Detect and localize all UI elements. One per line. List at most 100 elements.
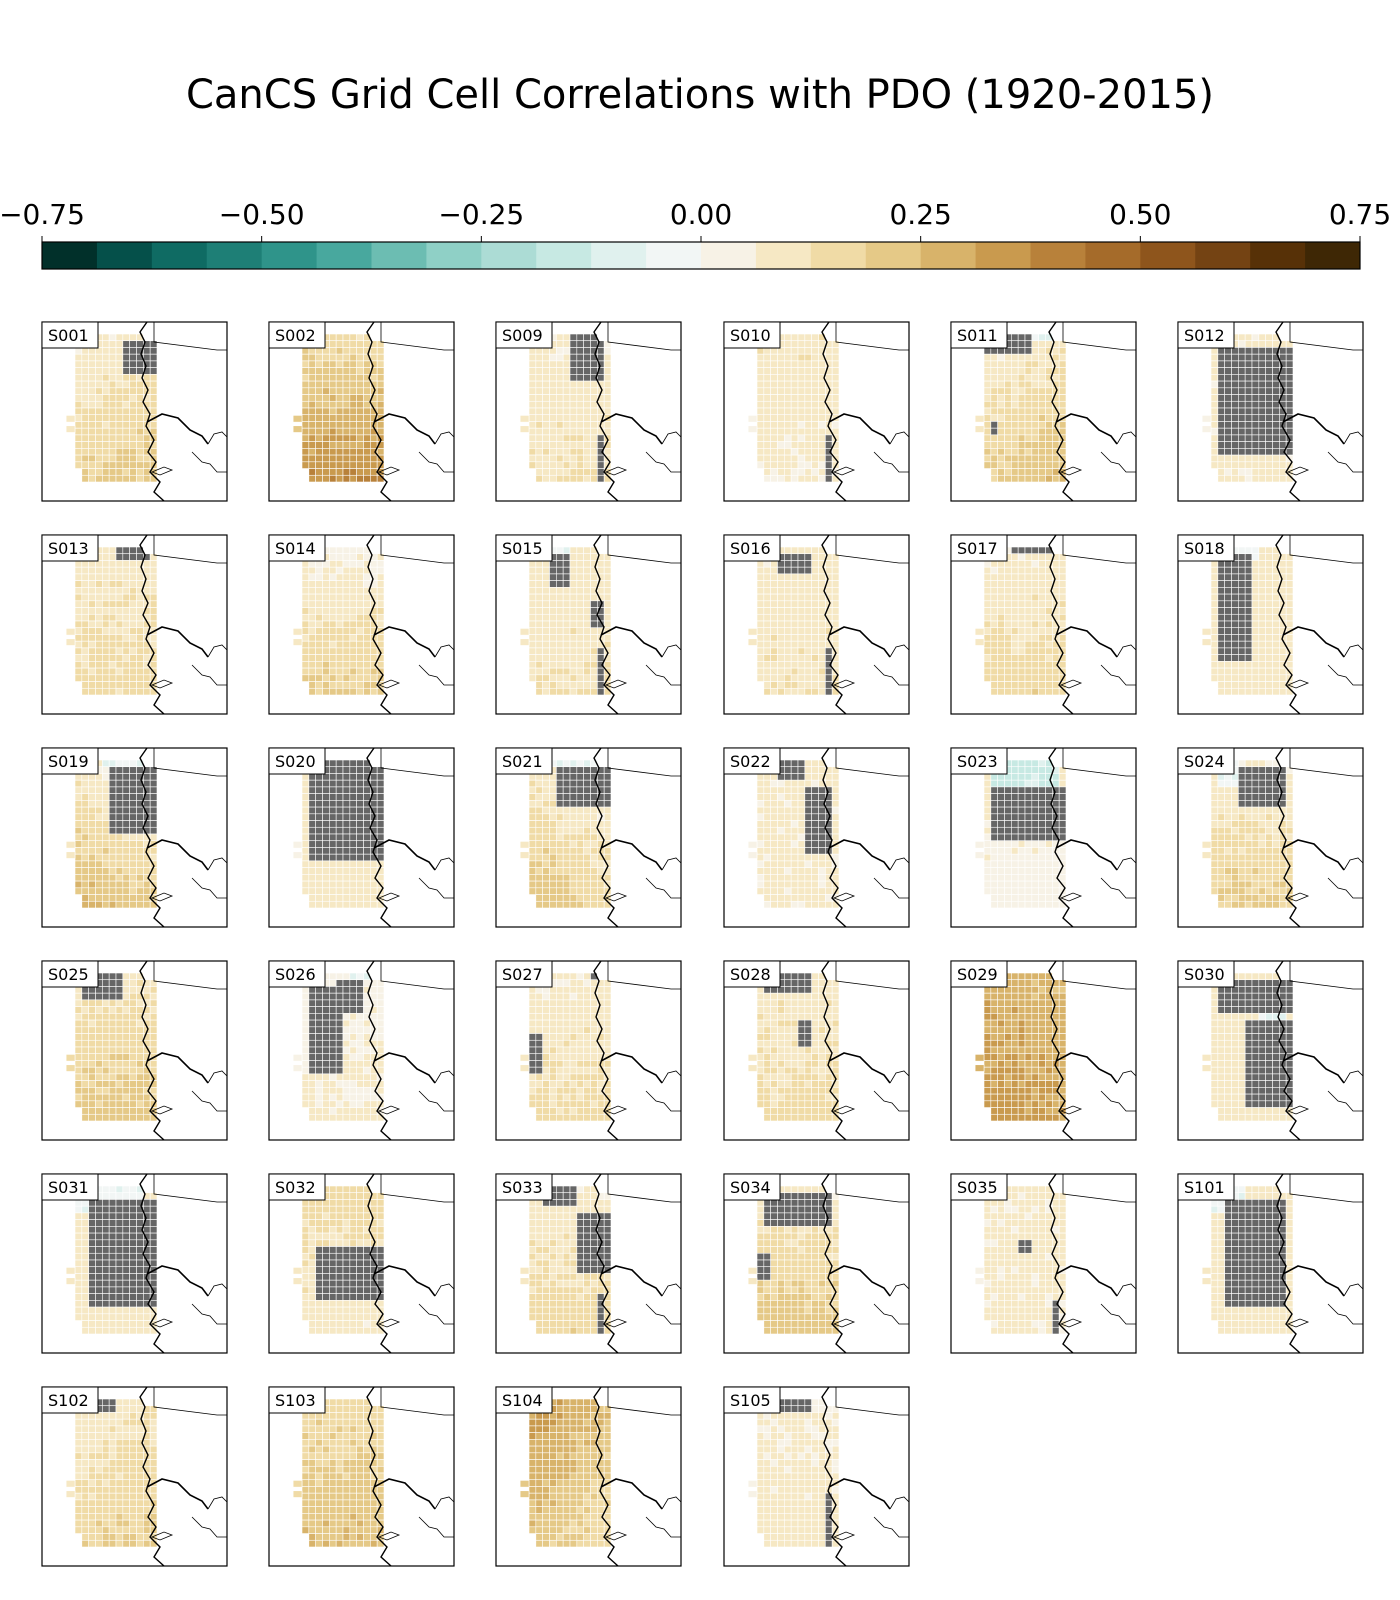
grid-cell <box>1265 468 1273 476</box>
grid-cell <box>376 353 385 362</box>
grid-cell <box>1210 387 1219 395</box>
island-outline <box>832 466 856 476</box>
grid-cell <box>542 380 550 389</box>
grid-cell <box>1238 593 1246 602</box>
grid-cell <box>322 414 330 422</box>
grid-cell <box>74 380 83 389</box>
grid-cell <box>129 640 137 649</box>
grid-cell <box>1052 353 1060 362</box>
grid-cell <box>562 627 571 635</box>
grid-cell <box>81 674 89 682</box>
grid-cell <box>1058 607 1067 615</box>
panel-frame <box>495 321 682 502</box>
grid-cell <box>756 587 765 595</box>
grid-cell <box>1017 448 1026 456</box>
grid-cell <box>983 407 992 416</box>
grid-cell <box>81 566 89 575</box>
grid-cell <box>102 687 110 696</box>
grid-cell <box>329 347 337 355</box>
grid-cell <box>1251 840 1260 848</box>
grid-cell <box>1244 800 1253 808</box>
grid-cell <box>335 407 344 416</box>
grid-cell <box>356 546 364 555</box>
grid-cell <box>763 874 771 882</box>
grid-cell <box>1224 654 1232 662</box>
grid-cell <box>315 414 323 422</box>
grid-cell <box>1217 813 1225 821</box>
grid-cell <box>329 380 337 389</box>
grid-cell <box>797 593 806 602</box>
grid-cell <box>1217 454 1225 463</box>
grid-cell <box>770 566 778 575</box>
grid-cell <box>825 667 833 676</box>
grid-cell <box>108 627 117 635</box>
grid-cell <box>569 454 578 463</box>
grid-cell <box>804 860 812 868</box>
grid-cell <box>370 860 378 868</box>
grid-cell <box>322 474 330 483</box>
grid-cell <box>576 360 584 368</box>
grid-cell <box>997 461 1005 469</box>
grid-cell <box>818 387 826 395</box>
grid-cell <box>1038 813 1046 821</box>
grid-cell <box>1258 374 1266 382</box>
grid-cell <box>804 407 812 416</box>
grid-cell <box>1217 427 1225 436</box>
grid-cell <box>1045 400 1053 409</box>
grid-cell <box>1017 880 1026 889</box>
grid-cell <box>784 461 792 469</box>
grid-cell <box>804 826 812 835</box>
grid-cell <box>356 407 364 416</box>
grid-cell <box>549 380 557 389</box>
grid-cell <box>95 847 103 855</box>
grid-cell <box>818 894 826 902</box>
grid-cell <box>1279 454 1287 463</box>
grid-cell <box>122 566 130 575</box>
grid-cell <box>1052 441 1060 449</box>
grid-cell <box>349 353 357 362</box>
grid-cell <box>583 674 591 682</box>
panel-s010: S010 <box>723 321 910 502</box>
grid-cell <box>115 654 124 662</box>
grid-cell <box>562 421 571 429</box>
grid-cell <box>149 806 158 815</box>
grid-cell <box>81 627 89 635</box>
grid-cell <box>329 793 337 801</box>
grid-cell <box>301 634 310 642</box>
grid-cell <box>370 800 378 808</box>
grid-cell <box>308 566 316 575</box>
grid-cell <box>88 613 96 622</box>
grid-cell <box>102 613 110 622</box>
grid-cell <box>1011 587 1019 595</box>
grid-cell <box>804 468 812 476</box>
grid-cell <box>790 546 799 555</box>
grid-cell <box>603 620 612 629</box>
grid-cell <box>115 986 124 994</box>
grid-cell <box>1045 667 1053 676</box>
grid-cell <box>747 628 758 636</box>
grid-cell <box>315 806 323 815</box>
grid-cell <box>542 687 550 696</box>
border-line <box>661 431 682 445</box>
grid-cell <box>1004 860 1012 868</box>
grid-cell <box>1038 374 1046 382</box>
grid-cell <box>797 900 806 909</box>
grid-cell <box>1251 627 1260 635</box>
grid-cell <box>562 546 571 555</box>
grid-cell <box>784 441 792 449</box>
grid-cell <box>329 667 337 676</box>
grid-cell <box>349 661 357 669</box>
grid-cell <box>322 627 330 635</box>
grid-cell <box>597 779 605 788</box>
grid-cell <box>1038 779 1046 788</box>
grid-cell <box>576 647 584 655</box>
grid-cell <box>1238 640 1246 649</box>
grid-cell <box>1231 407 1239 416</box>
grid-cell <box>818 847 826 855</box>
grid-cell <box>528 448 537 456</box>
grid-cell <box>583 407 591 416</box>
grid-cell <box>1024 847 1033 855</box>
grid-cell <box>1244 786 1253 794</box>
grid-cell <box>1272 414 1280 422</box>
grid-cell <box>1052 474 1060 483</box>
